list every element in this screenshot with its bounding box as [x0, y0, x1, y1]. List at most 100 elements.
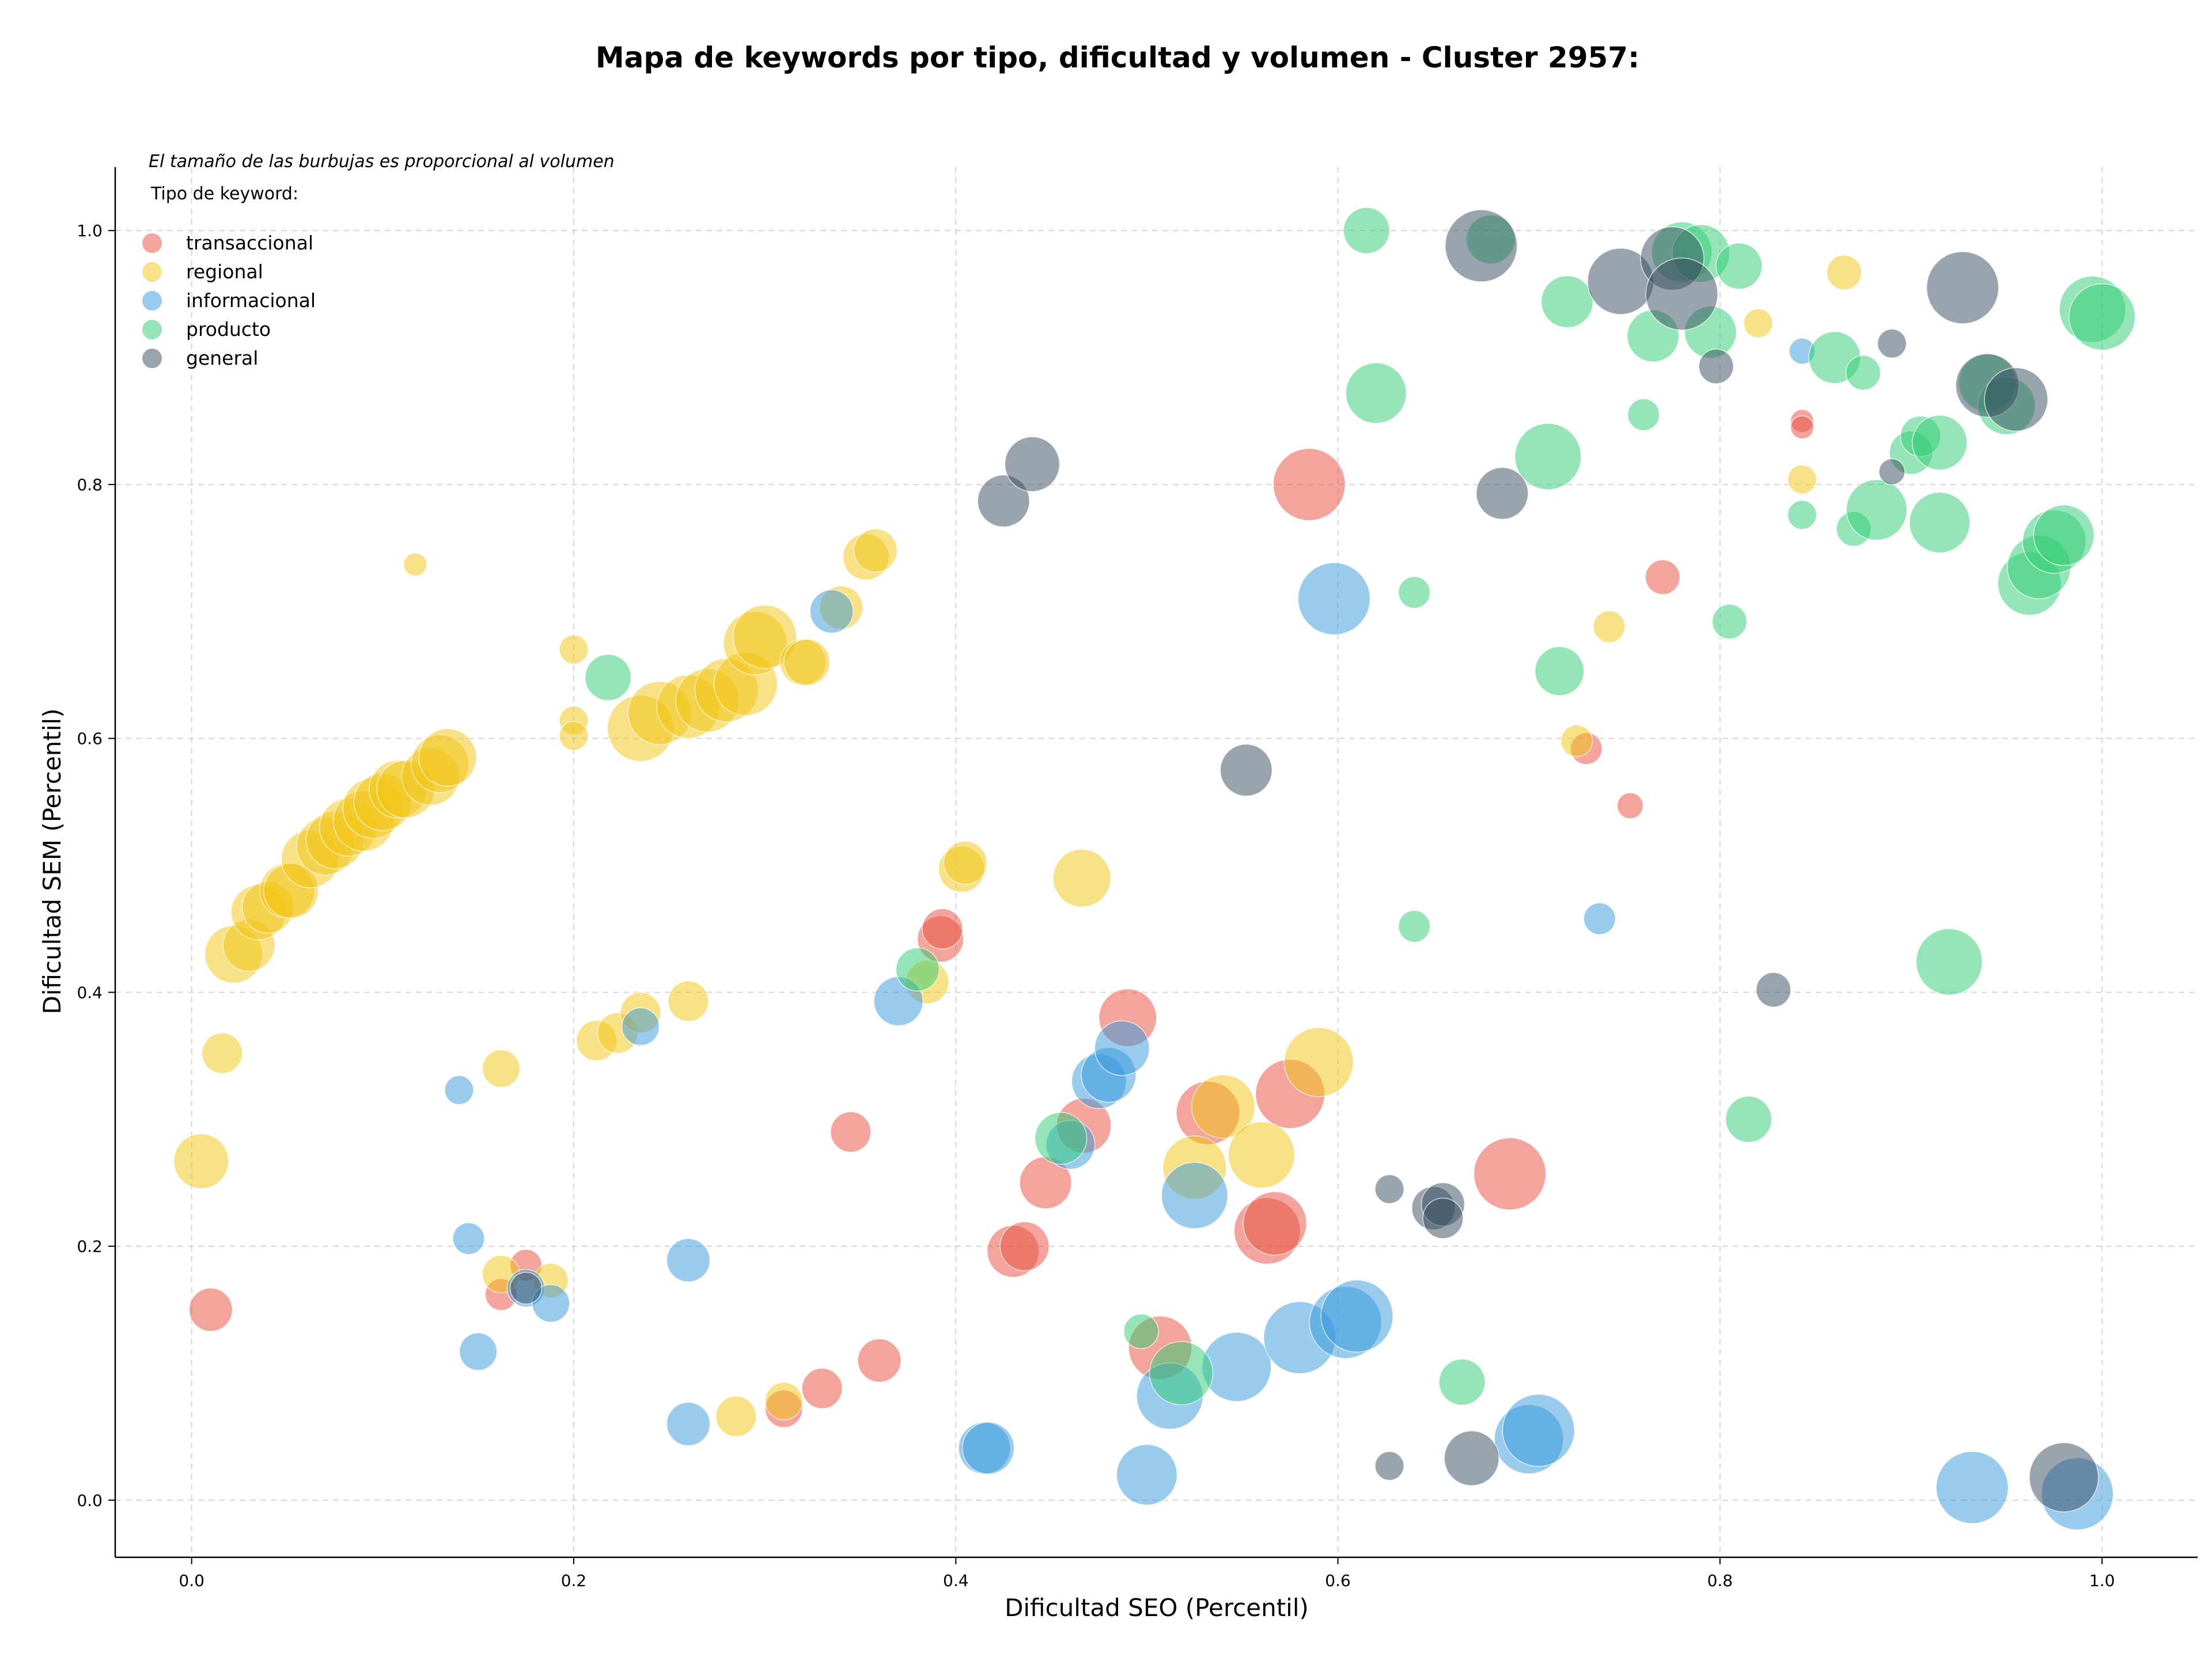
data-point-regional: [853, 528, 898, 573]
data-point-regional: [1191, 1074, 1256, 1139]
data-point-producto: [1438, 1359, 1486, 1406]
data-point-producto: [1149, 1341, 1214, 1406]
legend-label-producto: producto: [186, 318, 271, 340]
data-point-producto: [1514, 423, 1582, 490]
data-point-transaccional: [857, 1338, 902, 1383]
y-axis-label: Dificultad SEM (Percentil): [38, 709, 66, 1015]
y-tick-label: 0.8: [77, 475, 103, 494]
data-point-informacional: [531, 1284, 570, 1323]
legend: El tamaño de las burbujas es proporciona…: [142, 152, 615, 369]
data-point-producto: [1343, 207, 1391, 254]
series-general: [509, 209, 2099, 1512]
data-point-transaccional: [999, 1221, 1050, 1272]
data-point-transaccional: [801, 1368, 843, 1409]
data-point-transaccional: [922, 908, 963, 949]
data-point-regional: [559, 721, 589, 751]
y-tick-label: 1.0: [77, 221, 103, 240]
data-point-regional: [1560, 724, 1593, 758]
legend-title: Tipo de keyword:: [150, 184, 298, 204]
data-point-producto: [895, 947, 940, 992]
legend-marker-producto: [142, 320, 162, 339]
x-tick-label: 0.8: [1707, 1571, 1733, 1590]
x-tick-label: 0.6: [1325, 1571, 1351, 1590]
legend-marker-regional: [142, 262, 162, 282]
x-tick-label: 1.0: [2089, 1571, 2115, 1590]
legend-label-regional: regional: [186, 260, 263, 283]
data-point-general: [1444, 1430, 1499, 1486]
data-point-informacional: [1116, 1444, 1178, 1506]
data-point-regional: [943, 841, 988, 885]
x-tick-label: 0.0: [179, 1571, 204, 1590]
data-point-informacional: [1320, 1280, 1393, 1353]
legend-label-informacional: informacional: [186, 289, 316, 312]
data-point-producto: [1715, 243, 1763, 290]
data-point-producto: [1711, 604, 1748, 640]
data-point-regional: [173, 1133, 229, 1189]
data-point-regional: [732, 604, 797, 669]
data-point-producto: [1915, 928, 1983, 996]
y-tick-label: 0.0: [77, 1491, 103, 1510]
data-point-transaccional: [1790, 415, 1815, 440]
data-point-transaccional: [188, 1288, 233, 1332]
data-point-transaccional: [1473, 1137, 1547, 1210]
data-point-informacional: [1502, 1394, 1575, 1467]
data-point-transaccional: [1272, 448, 1346, 521]
data-point-general: [1877, 328, 1907, 359]
legend-items: transaccional regional informacional produc…: [142, 232, 316, 369]
x-tick-label: 0.4: [943, 1571, 969, 1590]
data-point-general: [1698, 349, 1734, 384]
data-point-informacional: [444, 1075, 474, 1105]
data-point-general: [1422, 1197, 1464, 1239]
data-point-producto: [1034, 1112, 1088, 1165]
data-point-producto: [1397, 910, 1431, 943]
data-point-general: [509, 1272, 543, 1305]
data-point-informacional: [1297, 562, 1371, 635]
data-point-producto: [1787, 500, 1817, 530]
data-point-regional: [1826, 255, 1862, 290]
data-point-regional: [1228, 1121, 1296, 1189]
data-point-general: [1645, 258, 1718, 331]
data-point-producto: [2068, 283, 2136, 351]
data-point-general: [1219, 743, 1273, 797]
data-point-informacional: [1583, 902, 1616, 935]
data-point-regional: [201, 1032, 243, 1074]
series-regional: [173, 255, 1862, 1437]
data-point-regional: [1787, 464, 1817, 494]
data-point-regional: [715, 1395, 757, 1437]
series-producto: [584, 207, 2136, 1406]
data-point-regional: [1593, 610, 1626, 643]
x-axis-label: Dificultad SEO (Percentil): [1005, 1594, 1309, 1622]
data-point-informacional: [1094, 1020, 1150, 1076]
legend-label-general: general: [186, 347, 258, 369]
data-point-general: [1374, 1174, 1404, 1204]
data-point-general: [1476, 467, 1529, 520]
legend-note: El tamaño de las burbujas es proporciona…: [149, 152, 615, 172]
data-point-producto: [1345, 362, 1407, 424]
data-point-general: [1004, 436, 1060, 492]
data-point-producto: [584, 654, 632, 701]
legend-marker-informacional: [142, 291, 162, 311]
y-tick-label: 0.2: [77, 1237, 103, 1256]
legend-label-transaccional: transaccional: [186, 232, 313, 254]
data-point-regional: [1283, 1027, 1354, 1098]
data-point-informacional: [621, 1007, 660, 1046]
data-point-transaccional: [1243, 1191, 1307, 1256]
data-point-informacional: [961, 1421, 1015, 1475]
data-point-informacional: [1161, 1161, 1229, 1229]
data-point-producto: [1845, 355, 1881, 391]
data-point-producto: [2033, 504, 2095, 566]
data-point-transaccional: [1645, 559, 1681, 595]
data-point-transaccional: [830, 1111, 872, 1153]
x-tick-label: 0.2: [561, 1571, 587, 1590]
data-point-transaccional: [1616, 792, 1644, 819]
data-point-general: [1878, 458, 1906, 486]
data-point-regional: [668, 981, 709, 1022]
series-transaccional: [188, 408, 1815, 1428]
data-point-regional: [764, 1382, 804, 1421]
axes: 0.0 0.2 0.4 0.6 0.8 1.0 0.0 0.2 0.4 0.6 0.8 1.0: [77, 167, 2198, 1590]
data-point-regional: [559, 634, 589, 665]
data-point-informacional: [1936, 1451, 2009, 1524]
bubbles: [173, 207, 2136, 1531]
data-point-producto: [1535, 646, 1585, 697]
